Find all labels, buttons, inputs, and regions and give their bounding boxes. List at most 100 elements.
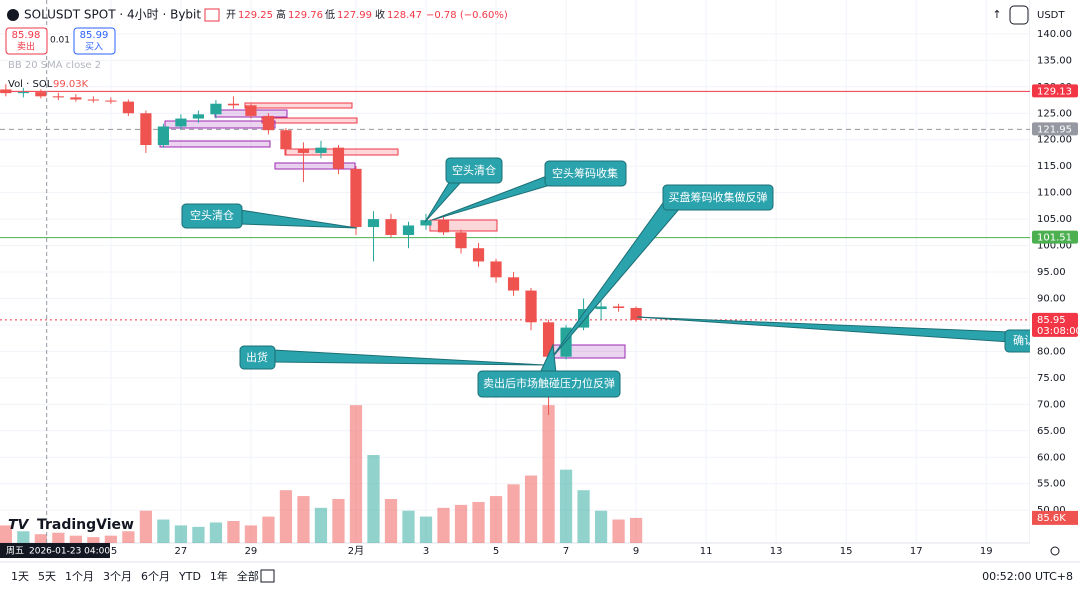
crosshair-label-bg [0,543,110,558]
ohlc-label: 高 [276,8,286,21]
ohlc-label: 低 [325,8,335,21]
y-tick-label: 50.00 [1037,505,1066,516]
candle-body [595,306,607,310]
candle-body [367,219,380,228]
y-tick-label: 75.00 [1037,373,1066,384]
volume-bar [437,507,450,543]
candle-body [87,99,99,101]
buy-button[interactable] [73,27,116,55]
price-label-bg [1032,312,1078,337]
volume-bar [262,516,275,543]
settings-icon[interactable] [1050,546,1060,556]
y-tick-label: 140.00 [1037,29,1072,40]
axes: 50.0055.0060.0065.0070.0075.0080.0085.00… [105,29,1080,557]
y-tick-label: 80.00 [1037,346,1066,357]
x-tick-label: 29 [245,546,258,557]
order-blocks [159,102,626,359]
volume-bar [34,534,47,543]
ohlc-value: 129.76 [288,10,323,21]
spread: 0.01 [50,36,70,46]
callout-text: 确认 [1013,334,1035,347]
price-label: 121.95 [1037,124,1072,135]
ohlc-label: 收 [375,8,385,21]
volume-bar [524,475,538,543]
screenshot-button[interactable] [1009,5,1029,25]
symbol-icon [7,9,19,21]
buy-price[interactable]: 85.99 [80,30,109,41]
range-button[interactable]: 3个月 [103,570,132,583]
x-tick-label: 19 [980,546,993,557]
volume-bar [297,496,310,543]
y-tick-label: 110.00 [1037,188,1072,199]
candle-body [612,306,625,309]
zone [261,117,358,124]
volume-bar [279,490,293,543]
ohlc-change: −0.78 (−0.60%) [426,10,508,21]
candle-body [70,97,82,100]
range-button[interactable]: 1天 [11,570,29,583]
volume-bar [332,499,345,543]
volume-label: 85.6K [1037,513,1066,524]
range-button[interactable]: 1年 [210,569,228,583]
sell-label[interactable]: 卖出 [17,41,35,53]
candle-body [122,101,134,114]
x-tick-label: 11 [700,546,713,557]
candle-body [210,103,222,115]
x-tick-label: 27 [175,546,188,557]
up-icon[interactable]: ↑ [992,8,1001,21]
zone [429,219,498,232]
volume-bar [384,499,398,543]
volume-bar [612,519,625,543]
volume-bar [157,519,170,543]
x-tick-label: 5 [493,546,499,557]
volume-bar [472,501,485,543]
date-range-icon[interactable] [260,569,275,583]
volume-bar [52,532,65,543]
y-tick-label: 55.00 [1037,479,1066,490]
callout [662,184,774,211]
callout [239,345,276,370]
sell-button[interactable] [5,27,48,55]
volume-bar [139,510,153,543]
candle-body [332,147,345,169]
callouts: 空头清仓 空头清仓 空头筹码收集 买盘筹码收集做反弹 出货 卖出后市场触碰压力位… [181,157,1046,398]
volume-label-bg [1032,510,1078,525]
ohlc-value: 127.99 [337,10,372,21]
volume-bar [227,521,240,543]
price-label-bg [1032,122,1078,136]
zone [274,162,356,170]
status-icon [204,8,220,22]
price-label-bg [1032,84,1078,98]
x-tick-label: 15 [840,546,853,557]
range-button[interactable]: YTD [178,570,201,583]
volume-bar [402,510,415,543]
range-button[interactable]: 全部 [237,569,259,583]
candle-body [542,322,555,357]
range-button[interactable]: 6个月 [141,570,170,583]
volume-bar [349,405,363,543]
callout [181,203,243,229]
range-button[interactable]: 1个月 [65,570,94,583]
volume-bar [367,455,380,543]
y-tick-label: 100.00 [1037,241,1072,252]
callout [477,370,621,398]
candle-body [507,277,520,291]
buy-label[interactable]: 买入 [85,42,103,53]
crosshair-weekday: 周五 [6,546,24,557]
candle-body [227,103,240,106]
volume [0,405,643,543]
currency[interactable]: USDT [1037,10,1065,21]
callout [445,157,503,184]
sell-price[interactable]: 85.98 [12,30,41,41]
candle-body [17,92,29,94]
callout-text: 出货 [246,350,268,364]
volume-bar [629,517,643,543]
candle-body [455,232,467,249]
callout-text: 空头筹码收集 [552,166,618,180]
range-button[interactable]: 5天 [38,570,56,583]
price-label-bg [1032,230,1078,244]
candle-body [525,290,537,323]
candle-body [52,96,64,98]
candle-body [385,219,397,235]
